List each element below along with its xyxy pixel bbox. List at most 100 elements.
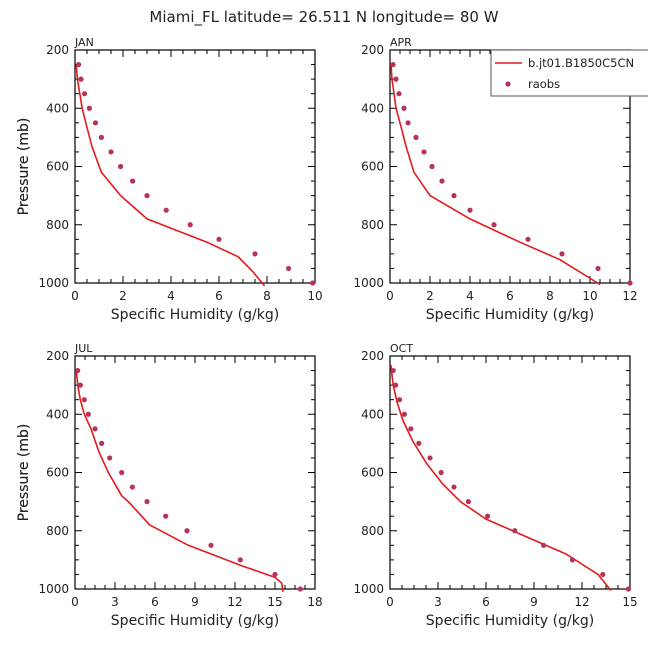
x-tick-label: 2 — [426, 289, 434, 303]
raobs-point — [569, 557, 576, 563]
y-tick-label: 1000 — [353, 276, 384, 290]
model-profile-line — [390, 64, 601, 286]
y-tick-label: 400 — [361, 407, 384, 421]
raobs-point — [108, 149, 114, 155]
raobs-point — [451, 193, 457, 199]
raobs-point — [119, 469, 125, 476]
raobs-point — [98, 134, 104, 140]
y-axis-title: Pressure (mb) — [16, 118, 32, 216]
raobs-point — [429, 163, 435, 170]
raobs-point — [595, 265, 601, 272]
x-tick-label: 8 — [263, 289, 271, 303]
raobs-point — [130, 178, 136, 184]
y-tick-label: 800 — [361, 218, 384, 232]
panel-oct: OCT 0 3 6 9 12 15 200 400 600 800 1000 Specific Humi… — [16, 342, 638, 629]
y-axis-title: Pressure (mb) — [16, 118, 32, 216]
raobs-point — [92, 120, 98, 126]
raobs-point — [541, 542, 547, 548]
x-tick-label: 18 — [307, 595, 322, 609]
raobs-point — [390, 61, 396, 68]
raobs-point — [485, 513, 491, 519]
raobs-point — [216, 236, 222, 242]
y-tick-label: 200 — [46, 43, 69, 57]
x-tick-label: 10 — [582, 289, 597, 303]
raobs-point — [310, 280, 316, 286]
x-tick-label: 8 — [546, 289, 554, 303]
x-tick-label: 0 — [71, 595, 79, 609]
raobs-point — [439, 178, 445, 184]
raobs-point — [451, 484, 457, 490]
y-tick-label: 800 — [361, 524, 384, 538]
model-profile-line — [390, 364, 612, 591]
y-tick-label: 1000 — [38, 582, 69, 596]
x-tick-label: 6 — [506, 289, 514, 303]
panel-jul: JUL 0 3 6 9 12 15 18 200 400 600 800 1000 Specific Hu… — [16, 342, 323, 629]
y-axis-title: Pressure (mb) — [16, 424, 32, 522]
x-tick-label: 2 — [119, 289, 127, 303]
x-tick-label: 4 — [466, 289, 474, 303]
raobs-point — [86, 105, 92, 111]
x-tick-label: 12 — [622, 289, 637, 303]
raobs-point — [413, 134, 419, 140]
raobs-point — [512, 528, 518, 534]
raobs-point — [129, 484, 135, 490]
raobs-point — [85, 411, 91, 417]
raobs-point — [427, 455, 433, 461]
raobs-point — [405, 120, 411, 126]
raobs-point — [118, 163, 124, 170]
legend-box — [490, 49, 648, 97]
x-axis-title: Specific Humidity (g/kg) — [111, 307, 279, 323]
y-tick-label: 200 — [46, 349, 69, 363]
raobs-point — [401, 105, 407, 111]
plot-frame — [74, 355, 316, 590]
raobs-point — [107, 455, 113, 461]
legend-marker-swatch — [505, 81, 511, 87]
panel-apr: APR 0 2 4 6 8 10 12 200 400 600 800 1000 Specific Hum… — [16, 36, 638, 323]
raobs-point — [465, 499, 471, 505]
panel-label: JAN — [74, 36, 94, 49]
panel-label: OCT — [390, 342, 413, 355]
raobs-point — [467, 207, 473, 213]
raobs-point — [208, 542, 214, 548]
x-tick-label: 0 — [386, 289, 394, 303]
legend-obs-label: raobs — [528, 77, 560, 91]
raobs-point — [559, 251, 565, 257]
x-tick-label: 15 — [267, 595, 282, 609]
raobs-point — [144, 193, 150, 199]
model-profile-line — [75, 64, 266, 287]
x-tick-label: 4 — [167, 289, 175, 303]
figure-title: Miami_FL latitude= 26.511 N longitude= 8… — [149, 8, 498, 27]
raobs-point — [421, 149, 427, 155]
raobs-point — [408, 426, 414, 432]
x-axis-title: Specific Humidity (g/kg) — [426, 613, 594, 629]
x-axis-title: Specific Humidity (g/kg) — [111, 613, 279, 629]
y-tick-label: 600 — [46, 160, 69, 174]
raobs-point — [625, 586, 632, 592]
raobs-point — [416, 440, 422, 446]
raobs-point — [237, 557, 243, 563]
raobs-point — [92, 426, 98, 432]
x-tick-label: 10 — [307, 289, 322, 303]
x-tick-label: 12 — [574, 595, 589, 609]
x-tick-label: 6 — [215, 289, 223, 303]
y-tick-label: 1000 — [353, 582, 384, 596]
raobs-point — [81, 397, 87, 403]
raobs-point — [272, 571, 278, 578]
raobs-point — [99, 440, 105, 446]
x-tick-label: 3 — [111, 595, 119, 609]
raobs-point — [77, 382, 83, 388]
raobs-point — [525, 236, 531, 242]
raobs-point — [393, 76, 399, 82]
raobs-point — [390, 367, 396, 374]
y-tick-label: 600 — [361, 466, 384, 480]
y-tick-label: 600 — [361, 160, 384, 174]
raobs-point — [297, 586, 303, 592]
raobs-point — [163, 513, 169, 519]
x-tick-label: 0 — [386, 595, 394, 609]
legend: b.jt01.B1850C5CN raobs — [490, 49, 648, 97]
raobs-point — [78, 76, 84, 82]
raobs-point — [397, 397, 403, 403]
y-tick-label: 200 — [361, 349, 384, 363]
x-tick-label: 15 — [622, 595, 637, 609]
